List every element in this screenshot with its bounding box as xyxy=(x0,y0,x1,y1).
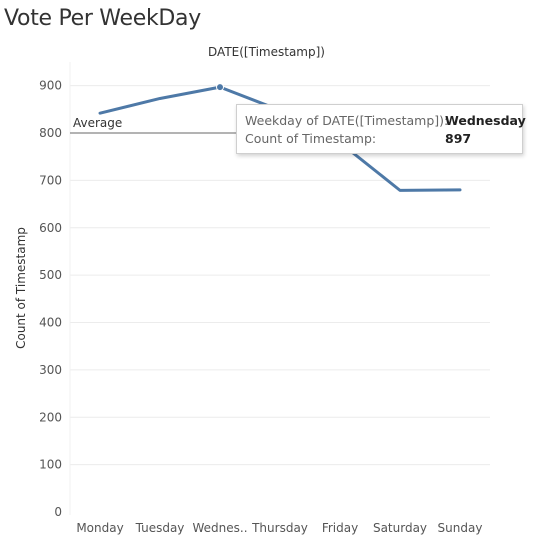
y-tick-label: 800 xyxy=(39,126,62,140)
x-tick-label: Tuesday xyxy=(135,521,185,535)
x-tick-label: Sunday xyxy=(438,521,483,535)
y-axis-ticks: 0 100 200 300 400 500 600 700 800 900 xyxy=(39,79,62,519)
tooltip: Weekday of DATE([Timestamp]): Wednesday … xyxy=(236,104,526,154)
tooltip-row-weekday: Weekday of DATE([Timestamp]): Wednesday xyxy=(245,112,526,130)
tooltip-label: Weekday of DATE([Timestamp]): xyxy=(245,113,449,128)
chart-title: DATE([Timestamp]) xyxy=(208,45,325,59)
x-tick-label: Thursday xyxy=(251,521,308,535)
x-axis-ticks: Monday Tuesday Wednes.. Thursday Friday Satur… xyxy=(76,521,482,535)
y-tick-label: 0 xyxy=(54,505,62,519)
y-tick-label: 400 xyxy=(39,316,62,330)
y-tick-label: 600 xyxy=(39,221,62,235)
x-tick-label: Monday xyxy=(76,521,123,535)
page-title: Vote Per WeekDay xyxy=(4,6,201,31)
x-tick-label: Wednes.. xyxy=(192,521,247,535)
y-tick-label: 200 xyxy=(39,410,62,424)
data-point xyxy=(216,83,224,92)
x-tick-label: Saturday xyxy=(373,521,427,535)
y-tick-label: 100 xyxy=(39,458,62,472)
y-axis-label: Count of Timestamp xyxy=(14,227,28,349)
tooltip-row-count: Count of Timestamp: 897 xyxy=(245,130,514,148)
tooltip-value: 897 xyxy=(445,131,472,146)
y-tick-label: 300 xyxy=(39,363,62,377)
x-tick-label: Friday xyxy=(322,521,358,535)
reference-line-label: Average xyxy=(73,116,122,130)
y-tick-label: 700 xyxy=(39,173,62,187)
tooltip-value: Wednesday xyxy=(445,113,526,128)
y-tick-label: 500 xyxy=(39,268,62,282)
tooltip-label: Count of Timestamp: xyxy=(245,131,377,146)
y-tick-label: 900 xyxy=(39,79,62,93)
